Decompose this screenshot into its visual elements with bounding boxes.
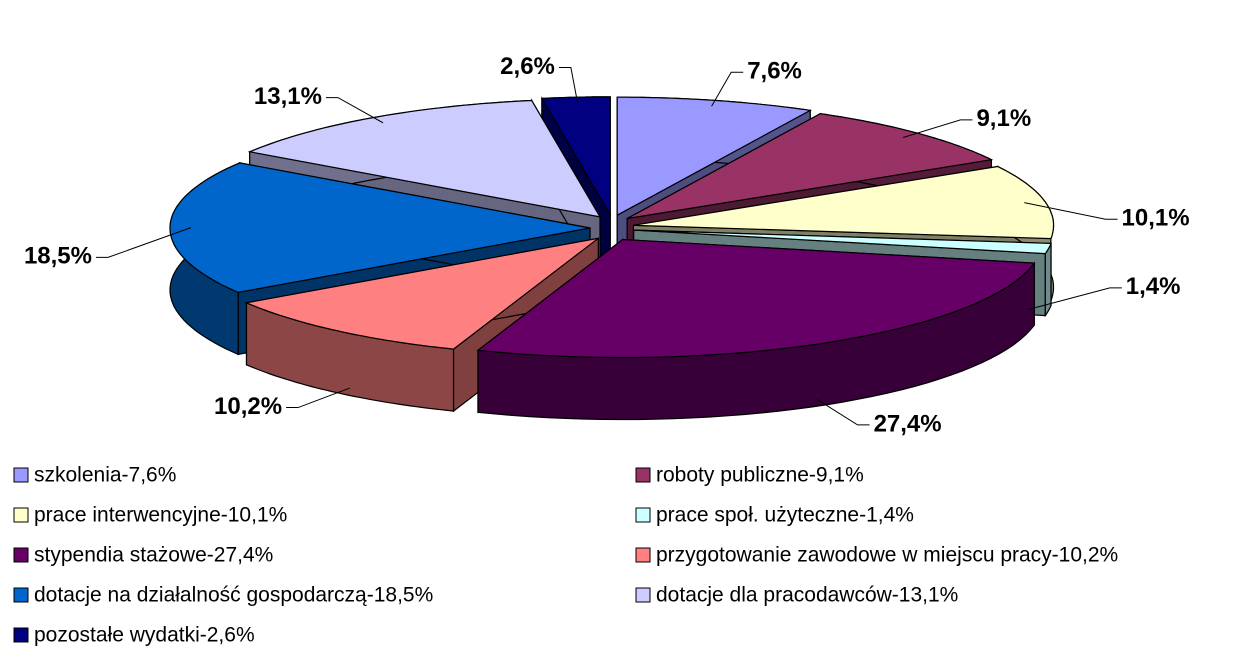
leader-line — [1024, 202, 1118, 220]
leader-line — [96, 227, 192, 258]
slice-top — [633, 229, 1052, 255]
legend-label: przygotowanie zawodowe w miejscu pracy-1… — [656, 544, 1118, 567]
slice-top — [476, 238, 1036, 359]
legend-swatch — [13, 627, 29, 643]
leader-line — [816, 398, 870, 426]
value-label: 2,6% — [500, 53, 555, 80]
leader-line — [902, 119, 973, 138]
legend-swatch — [13, 467, 29, 483]
leader-line — [558, 66, 579, 104]
legend-label: prace społ. użyteczne-1,4% — [656, 504, 914, 527]
slice — [476, 238, 1036, 421]
value-label: 18,5% — [24, 243, 92, 270]
leader-line — [286, 387, 350, 409]
value-label: 27,4% — [874, 410, 942, 437]
legend-swatch — [635, 467, 651, 483]
leader-line — [711, 71, 744, 107]
leader-line — [1027, 287, 1122, 311]
legend-label: szkolenia-7,6% — [34, 464, 176, 487]
slice-top — [244, 237, 599, 350]
value-label: 9,1% — [976, 105, 1031, 132]
slice-top — [247, 99, 602, 218]
slice-top — [169, 162, 591, 294]
slice-top — [616, 96, 813, 217]
legend-label: roboty publiczne-9,1% — [656, 464, 864, 487]
leader-line — [325, 97, 384, 124]
legend-label: prace interwencyjne-10,1% — [34, 504, 287, 527]
value-label: 13,1% — [254, 83, 322, 110]
legend-swatch — [13, 547, 29, 563]
legend-swatch — [13, 587, 29, 603]
slice-top — [540, 96, 611, 218]
legend-label: stypendia stażowe-27,4% — [34, 544, 273, 567]
legend-label: pozostałe wydatki-2,6% — [34, 624, 255, 646]
legend-swatch — [635, 547, 651, 563]
value-label: 10,1% — [1122, 205, 1190, 232]
slice-top — [633, 165, 1055, 240]
legend-swatch — [635, 587, 651, 603]
legend-label: dotacje dla pracodawców-13,1% — [656, 584, 958, 607]
value-label: 10,2% — [214, 393, 282, 420]
legend-swatch — [13, 507, 29, 523]
value-label: 7,6% — [747, 58, 802, 85]
legend-swatch — [635, 507, 651, 523]
legend-label: dotacje na działalność gospodarczą-18,5% — [34, 584, 433, 607]
value-label: 1,4% — [1126, 273, 1181, 300]
